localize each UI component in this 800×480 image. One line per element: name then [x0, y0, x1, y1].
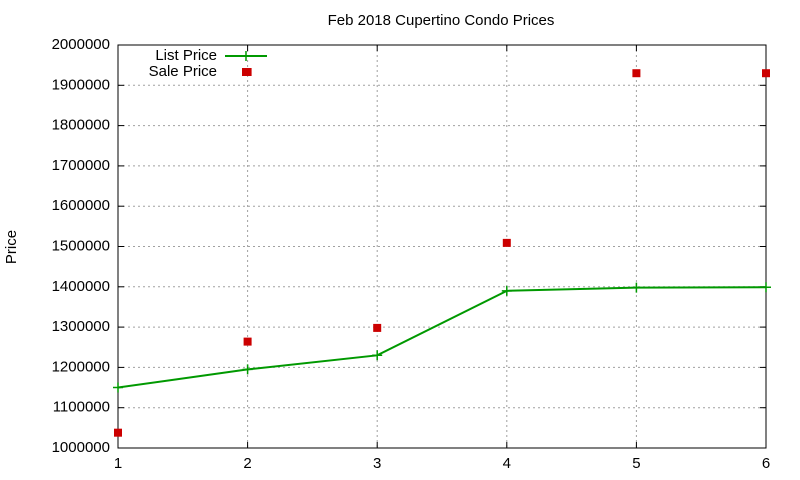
legend-label: Sale Price	[149, 63, 217, 80]
y-tick-label: 1600000	[52, 197, 110, 214]
legend-label: List Price	[155, 47, 217, 64]
point-marker	[762, 69, 770, 78]
chart-title: Feb 2018 Cupertino Condo Prices	[328, 12, 555, 29]
y-tick-label: 1200000	[52, 358, 110, 375]
x-tick-label: 6	[762, 455, 770, 472]
y-tick-label: 1900000	[52, 76, 110, 93]
point-marker	[631, 282, 642, 293]
point-marker	[372, 350, 383, 361]
legend-swatch	[242, 68, 250, 76]
x-tick-label: 5	[632, 455, 640, 472]
series-line	[117, 286, 767, 389]
point-marker	[373, 323, 382, 332]
point-marker	[114, 428, 122, 437]
x-tick-label: 4	[503, 455, 511, 472]
y-tick-label: 1300000	[52, 318, 110, 335]
y-tick-label: 1000000	[52, 439, 110, 456]
y-tick-label: 1100000	[53, 399, 110, 416]
y-tick-label: 1500000	[52, 237, 110, 254]
y-tick-label: 1700000	[52, 157, 110, 174]
plot-border	[117, 44, 767, 449]
y-tick-label: 1800000	[52, 117, 110, 134]
legend-swatch	[241, 51, 251, 61]
y-tick-label: 2000000	[52, 36, 110, 53]
y-tick-label: 1400000	[52, 278, 110, 295]
y-axis-label: Price	[3, 230, 20, 264]
point-marker	[501, 285, 512, 296]
point-marker	[243, 337, 252, 346]
x-tick-label: 2	[243, 455, 251, 472]
point-marker	[242, 364, 253, 375]
x-tick-label: 3	[373, 455, 381, 472]
point-marker	[632, 69, 641, 78]
point-marker	[502, 238, 511, 247]
x-tick-label: 1	[114, 455, 122, 472]
point-marker	[761, 282, 771, 293]
point-marker	[113, 382, 123, 393]
